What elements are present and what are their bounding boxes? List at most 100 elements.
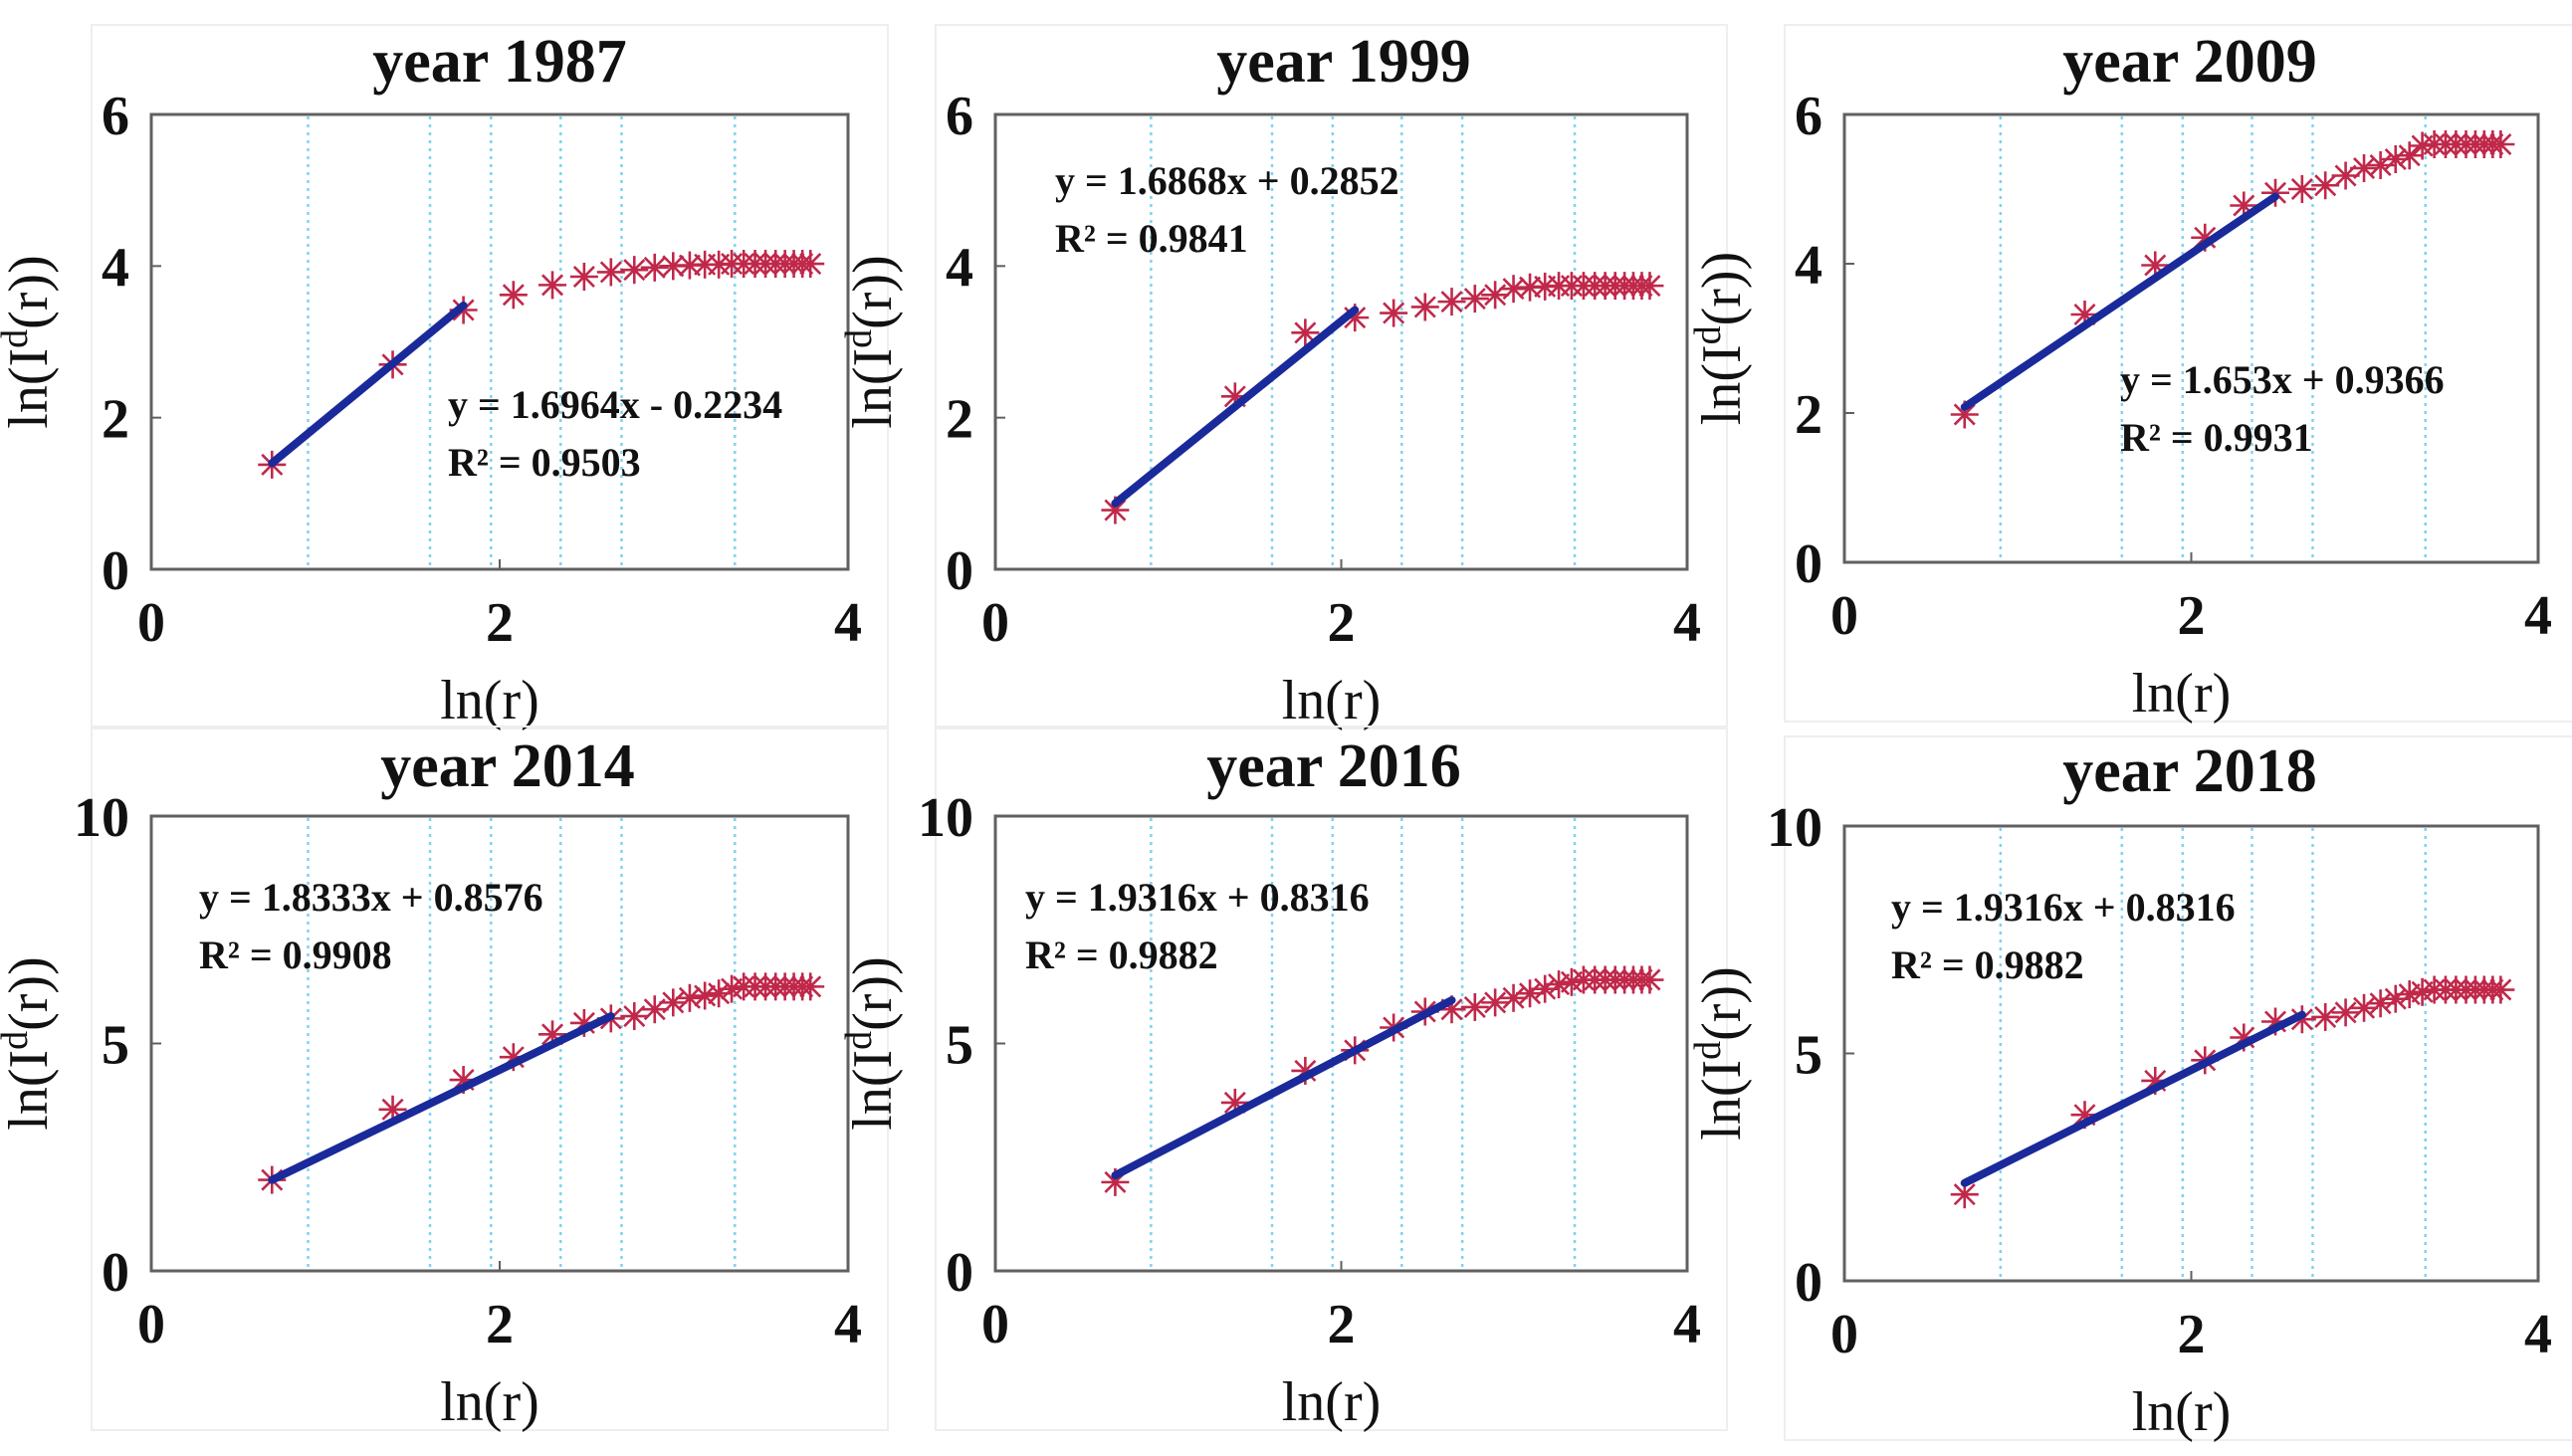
r-squared-label: R² = 0.9931 xyxy=(2120,415,2313,460)
y-tick-label: 5 xyxy=(102,1015,129,1077)
data-point xyxy=(1481,988,1510,1017)
fit-line xyxy=(1111,996,1456,1180)
y-tick-label: 0 xyxy=(102,540,129,602)
chart-panel-3: 0 2 4 0 5 10 year 2014 ln(r) ln(Id(r)) y = 1.8333… xyxy=(0,726,889,1433)
data-point xyxy=(620,1002,649,1031)
data-point xyxy=(691,981,720,1010)
y-tick-label: 10 xyxy=(918,787,973,849)
y-tick-label: 6 xyxy=(946,86,973,147)
y-tick-label: 2 xyxy=(946,389,973,451)
data-point xyxy=(1950,1180,1979,1209)
data-point xyxy=(1291,318,1320,347)
fit-line xyxy=(1960,1010,2306,1187)
data-point xyxy=(1460,992,1489,1021)
y-tick-label: 4 xyxy=(1795,235,1822,297)
data-point xyxy=(569,262,598,291)
r-squared-label: R² = 0.9503 xyxy=(448,440,641,485)
plot-area xyxy=(1842,112,2540,564)
y-axis-label: ln(Id(r)) xyxy=(0,956,60,1130)
x-tick-label: 0 xyxy=(137,592,165,654)
data-point xyxy=(620,256,649,285)
fit-line xyxy=(268,1012,615,1184)
data-point xyxy=(1437,288,1466,316)
plot-area xyxy=(993,814,1689,1273)
data-point xyxy=(1499,983,1528,1012)
y-tick-label: 4 xyxy=(102,237,129,299)
y-tick-label: 0 xyxy=(1795,1252,1822,1314)
x-axis-label: ln(r) xyxy=(440,670,539,731)
data-point xyxy=(1380,299,1408,327)
panel-frame xyxy=(935,24,1728,729)
x-axis-label: ln(r) xyxy=(440,1371,539,1433)
data-point xyxy=(659,988,688,1017)
y-tick-label: 0 xyxy=(946,1242,973,1304)
x-axis-label: ln(r) xyxy=(1282,670,1382,731)
data-point xyxy=(1481,281,1510,310)
data-point xyxy=(2381,984,2410,1013)
chart-title: year 2016 xyxy=(1206,732,1460,800)
y-tick-label: 6 xyxy=(1795,86,1822,147)
chart-panel-1: 0 2 4 0 2 4 6 year 1999 ln(r) ln(Id(r)) y = 1.6868… xyxy=(838,24,1728,731)
x-tick-label: 0 xyxy=(1830,585,1858,647)
x-tick-label: 4 xyxy=(834,1294,862,1355)
data-point xyxy=(796,972,825,1001)
chart-panel-4: 0 2 4 0 5 10 year 2016 ln(r) ln(Id(r)) y = 1.9316… xyxy=(838,726,1728,1433)
r-squared-label: R² = 0.9841 xyxy=(1055,216,1248,261)
y-tick-label: 10 xyxy=(1767,797,1822,859)
data-point xyxy=(2381,145,2410,173)
x-axis-label: ln(r) xyxy=(1282,1371,1382,1433)
x-tick-label: 0 xyxy=(981,1294,1009,1355)
x-tick-label: 2 xyxy=(2178,1304,2206,1365)
data-point xyxy=(499,281,528,310)
data-point xyxy=(538,271,567,300)
fit-line xyxy=(1960,192,2280,411)
data-point xyxy=(659,252,688,281)
x-tick-label: 2 xyxy=(486,592,514,654)
y-tick-label: 0 xyxy=(946,540,973,602)
r-squared-label: R² = 0.9882 xyxy=(1891,942,2084,987)
panel-frame xyxy=(91,726,889,1431)
data-point xyxy=(2311,1002,2340,1031)
x-tick-label: 2 xyxy=(2178,585,2206,647)
data-point xyxy=(796,250,825,279)
x-tick-label: 0 xyxy=(137,1294,165,1355)
x-tick-label: 4 xyxy=(2524,585,2552,647)
data-point xyxy=(1410,293,1439,321)
data-point xyxy=(2331,998,2360,1027)
y-axis-label: ln(Id(r)) xyxy=(0,255,60,428)
x-tick-label: 0 xyxy=(1830,1304,1858,1365)
chart-title: year 2014 xyxy=(380,732,634,800)
plot-area xyxy=(1842,824,2540,1283)
data-point xyxy=(1635,965,1664,994)
equation-label: y = 1.9316x + 0.8316 xyxy=(1025,875,1370,920)
chart-panel-5: 0 2 4 0 5 10 year 2018 ln(r) ln(Id(r)) y = 1.9316… xyxy=(1687,735,2572,1443)
x-tick-label: 4 xyxy=(2524,1304,2552,1365)
chart-title: year 2009 xyxy=(2062,28,2316,96)
fit-line xyxy=(268,301,468,468)
fit-line xyxy=(1111,306,1360,508)
equation-label: y = 1.8333x + 0.8576 xyxy=(199,875,543,920)
panel-frame xyxy=(1784,24,2572,723)
y-tick-label: 2 xyxy=(102,389,129,451)
data-point xyxy=(2287,175,2316,203)
y-tick-label: 5 xyxy=(946,1015,973,1077)
x-tick-label: 4 xyxy=(1673,1294,1701,1355)
data-point xyxy=(1460,285,1489,313)
x-tick-label: 4 xyxy=(1673,592,1701,654)
x-axis-label: ln(r) xyxy=(2132,663,2232,725)
panel-frame xyxy=(91,24,889,729)
data-point xyxy=(2486,130,2515,158)
chart-panel-2: 0 2 4 0 2 4 6 year 2009 ln(r) ln(Id(r)) y = 1.653x… xyxy=(1687,24,2572,725)
y-tick-label: 4 xyxy=(946,237,973,299)
panel-frame xyxy=(1784,735,2572,1441)
y-axis-label: ln(Id(r)) xyxy=(838,255,904,428)
data-point xyxy=(2350,993,2379,1022)
x-tick-label: 0 xyxy=(981,592,1009,654)
plot-area xyxy=(149,112,850,571)
data-point xyxy=(1635,272,1664,301)
y-tick-label: 10 xyxy=(74,787,129,849)
y-tick-label: 2 xyxy=(1795,384,1822,446)
x-tick-label: 2 xyxy=(1328,592,1356,654)
data-point xyxy=(640,995,669,1024)
